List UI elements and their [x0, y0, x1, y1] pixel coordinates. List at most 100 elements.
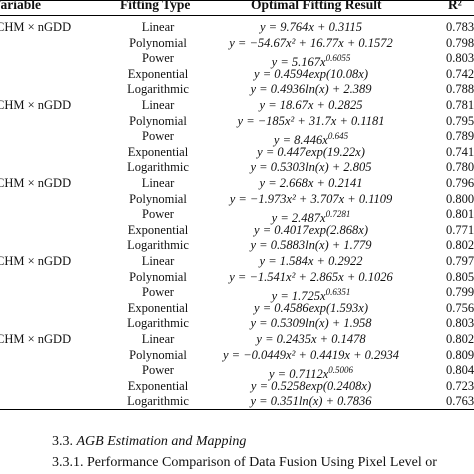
- table-row: Polynomial y = −1.541x² + 2.865x + 0.1026…: [0, 270, 474, 285]
- fitting-result-text: y = 0.4586exp(1.593x): [254, 300, 368, 315]
- fitting-type-text: Logarithmic: [127, 316, 189, 331]
- subsection-heading: 3.3.1. Performance Comparison of Data Fu…: [52, 455, 437, 470]
- fitting-result-text: y = 0.4936ln(x) + 2.389: [250, 82, 372, 97]
- fitting-type-text: Logarithmic: [127, 238, 189, 253]
- fitting-type-text: Exponential: [127, 66, 189, 81]
- fitting-result-text: y = 1.725x0.6351: [271, 287, 351, 304]
- fitting-type-text: Linear: [141, 332, 175, 346]
- fitting-result-text: y = 2.668x + 0.2141: [259, 176, 363, 190]
- fitting-type-text: Exponential: [127, 300, 189, 315]
- table-bottom-rule: [0, 409, 474, 410]
- table-row: CHM × nGDD Linear y = 9.764x + 0.3115 0.783: [0, 20, 474, 35]
- cell-r2: 0.801: [446, 207, 474, 222]
- fitting-type-text: Logarithmic: [127, 82, 189, 97]
- fitting-result-text: y = −0.0449x² + 0.4419x + 0.2934: [222, 347, 400, 362]
- table-row: Exponential y = 0.447exp(19.22x) 0.741: [0, 145, 474, 160]
- fitting-result-text: y = −1.973x² + 3.707x + 0.1109: [229, 191, 393, 206]
- fitting-result-text: y = 5.167x0.6055: [271, 53, 351, 70]
- cell-r2: 0.788: [446, 82, 474, 97]
- cell-r2: 0.796: [446, 176, 474, 190]
- fitting-result-text: y = 2.487x0.7281: [271, 209, 351, 226]
- table-row: Logarithmic y = 0.5303ln(x) + 2.805 0.780: [0, 160, 474, 175]
- fitting-type-text: Polynomial: [129, 113, 187, 128]
- table-row: CHM × nGDD Linear y = 2.668x + 0.2141 0.796: [0, 176, 474, 191]
- cell-r2: 0.763: [446, 394, 474, 409]
- table-row: Polynomial y = −1.973x² + 3.707x + 0.1109…: [0, 192, 474, 207]
- cell-variable: CHM × nGDD: [0, 98, 72, 112]
- table-row: Power y = 0.7112x0.5006 0.804: [0, 363, 474, 381]
- table-row: Power y = 1.725x0.6351 0.799: [0, 285, 474, 303]
- cell-r2: 0.780: [446, 160, 474, 175]
- table-row: CHM × nGDD Linear y = 1.584x + 0.2922 0.797: [0, 254, 474, 269]
- cell-variable: CHM × nGDD: [0, 176, 72, 190]
- fitting-result-text: y = 0.7112x0.5006: [269, 365, 353, 382]
- fitting-result-text: y = 18.67x + 0.2825: [259, 98, 363, 112]
- cell-r2: 0.802: [446, 238, 474, 253]
- table-row: Exponential y = 0.4586exp(1.593x) 0.756: [0, 301, 474, 316]
- cell-r2: 0.783: [446, 20, 474, 34]
- table-row: Logarithmic y = 0.5309ln(x) + 1.958 0.803: [0, 316, 474, 331]
- cell-r2: 0.771: [446, 222, 474, 237]
- fitting-type-text: Logarithmic: [127, 160, 189, 175]
- fitting-type-text: Polynomial: [129, 269, 187, 284]
- fitting-type-text: Polynomial: [129, 347, 187, 362]
- cell-r2: 0.756: [446, 300, 474, 315]
- table-row: Logarithmic y = 0.5883ln(x) + 1.779 0.802: [0, 238, 474, 253]
- cell-variable: CHM × nGDD: [0, 254, 72, 268]
- table-row: Exponential y = 0.4017exp(2.868x) 0.771: [0, 223, 474, 238]
- cell-r2: 0.723: [446, 378, 474, 393]
- header-optimal-result: Optimal Fitting Result: [251, 0, 382, 12]
- table-row: CHM × nGDD Linear y = 18.67x + 0.2825 0.781: [0, 98, 474, 113]
- fitting-type-text: Polynomial: [129, 35, 187, 50]
- cell-variable: CHM × nGDD: [0, 20, 72, 34]
- cell-r2: 0.742: [446, 66, 474, 81]
- table-header-rule: [0, 15, 474, 16]
- cell-variable: CHM × nGDD: [0, 332, 72, 346]
- fitting-type-text: Power: [142, 51, 174, 66]
- cell-r2: 0.7987: [446, 35, 474, 50]
- cell-r2: 0.805: [446, 269, 474, 284]
- cell-r2: 0.8031: [446, 51, 474, 66]
- table-row: Polynomial y = −0.0449x² + 0.4419x + 0.29…: [0, 348, 474, 363]
- cell-r2: 0.8022: [446, 332, 474, 346]
- table-row: CHM × nGDD Linear y = 0.2435x + 0.1478 0.80…: [0, 332, 474, 347]
- fitting-result-text: y = 1.584x + 0.2922: [259, 254, 363, 268]
- table-row: Power y = 2.487x0.7281 0.801: [0, 207, 474, 225]
- fitting-result-text: y = 0.4594exp(10.08x): [254, 66, 368, 81]
- cell-r2: 0.803: [446, 316, 474, 331]
- fitting-result-text: y = 8.446x0.645: [273, 131, 349, 148]
- cell-r2: 0.789: [446, 129, 474, 144]
- table-row: Exponential y = 0.5258exp(0.2408x) 0.723: [0, 379, 474, 394]
- cell-r2: 0.809: [446, 347, 474, 362]
- table-row: Power y = 5.167x0.6055 0.8031: [0, 51, 474, 69]
- fitting-result-text: y = 0.2435x + 0.1478: [256, 332, 366, 346]
- cell-r2: 0.797: [446, 254, 474, 268]
- fitting-result-text: y = 0.4017exp(2.868x): [254, 222, 368, 237]
- fitting-type-text: Exponential: [127, 378, 189, 393]
- cell-r2: 0.804: [446, 363, 474, 378]
- header-variable: Variable: [0, 0, 42, 12]
- fitting-result-text: y = 0.5258exp(0.2408x): [250, 378, 372, 393]
- section-number: 3.3.: [52, 434, 73, 449]
- fitting-result-text: y = −1.541x² + 2.865x + 0.1026: [229, 269, 393, 284]
- fitting-type-text: Linear: [141, 176, 175, 190]
- fitting-type-text: Linear: [141, 98, 175, 112]
- table-row: Exponential y = 0.4594exp(10.08x) 0.742: [0, 67, 474, 82]
- fitting-type-text: Power: [142, 285, 174, 300]
- table-row: Logarithmic y = 0.351ln(x) + 0.7836 0.763: [0, 394, 474, 409]
- fitting-type-text: Power: [142, 363, 174, 378]
- fitting-type-text: Polynomial: [129, 191, 187, 206]
- cell-r2: 0.799: [446, 285, 474, 300]
- fitting-type-text: Linear: [141, 254, 175, 268]
- table-row: Polynomial y = −185x² + 31.7x + 0.1181 0.7…: [0, 114, 474, 129]
- cell-r2: 0.800: [446, 191, 474, 206]
- fitting-type-text: Power: [142, 207, 174, 222]
- cell-r2: 0.781: [446, 98, 474, 112]
- fitting-result-text: y = −54.67x² + 16.77x + 0.1572: [229, 35, 393, 50]
- table-top-rule: [0, 0, 474, 1]
- cell-r2: 0.795: [446, 113, 474, 128]
- fitting-type-text: Exponential: [127, 144, 189, 159]
- fitting-type-text: Linear: [141, 20, 175, 34]
- fitting-result-text: y = 0.5303ln(x) + 2.805: [250, 160, 372, 175]
